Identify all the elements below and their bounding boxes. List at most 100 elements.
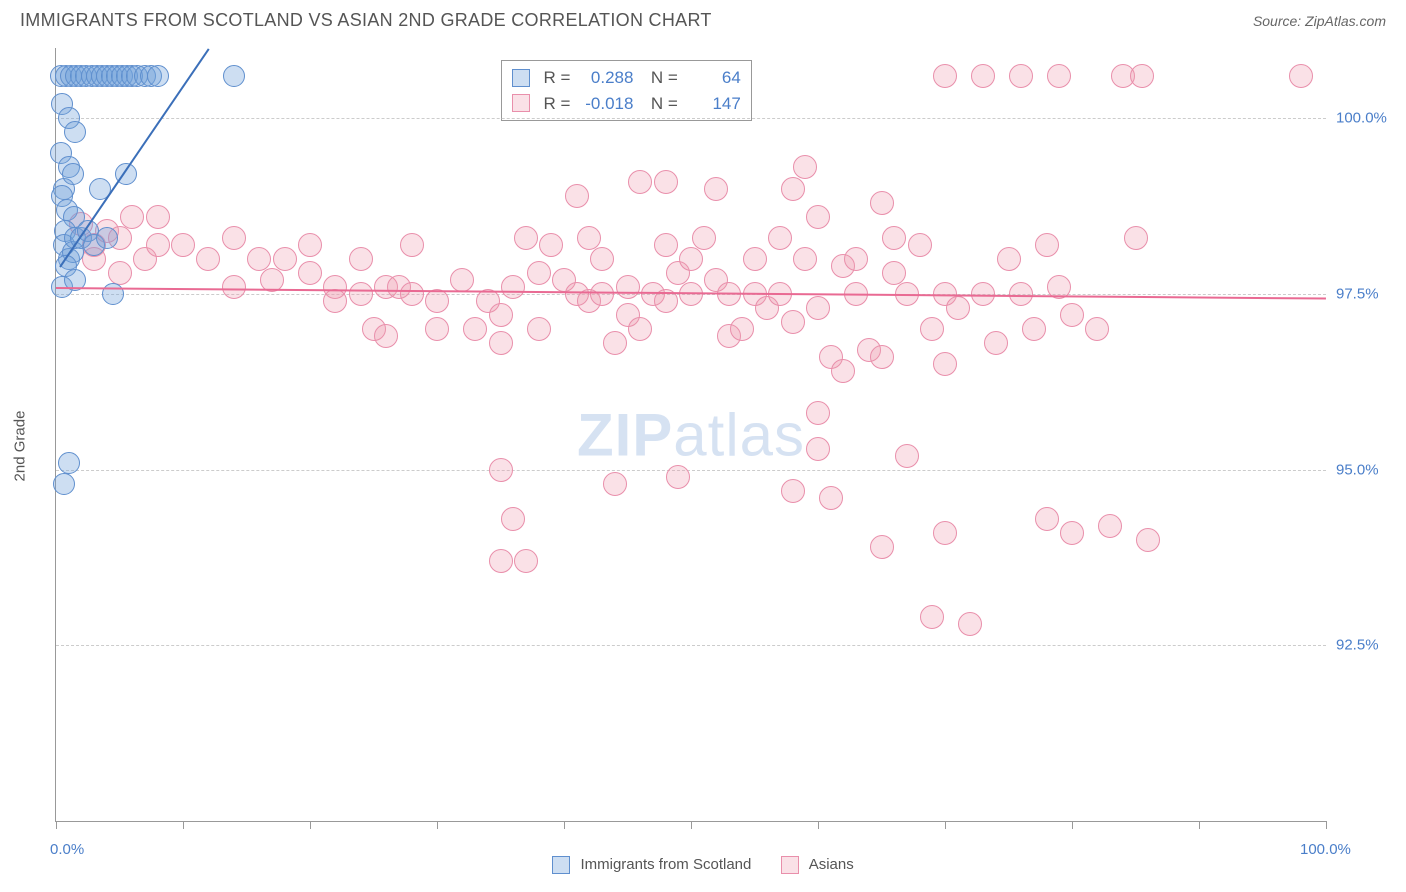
scatter-point-s2 (870, 345, 894, 369)
legend-n-value-s2: 147 (686, 91, 741, 117)
x-tick (1199, 821, 1200, 829)
scatter-point-s2 (793, 155, 817, 179)
scatter-point-s2 (247, 247, 271, 271)
scatter-point-s2 (489, 458, 513, 482)
y-axis-label: 2nd Grade (12, 411, 29, 482)
scatter-point-s2 (222, 275, 246, 299)
source-label: Source: ZipAtlas.com (1253, 13, 1386, 29)
scatter-point-s2 (463, 317, 487, 341)
scatter-point-s2 (273, 247, 297, 271)
legend-label-s1: Immigrants from Scotland (580, 856, 751, 873)
scatter-point-s2 (349, 282, 373, 306)
scatter-point-s2 (222, 226, 246, 250)
scatter-point-s2 (1060, 303, 1084, 327)
scatter-point-s2 (920, 605, 944, 629)
watermark: ZIPatlas (577, 400, 805, 469)
scatter-point-s2 (946, 296, 970, 320)
gridline (56, 645, 1326, 646)
scatter-point-s2 (819, 486, 843, 510)
legend-row-s1: R = 0.288 N = 64 (512, 65, 741, 91)
scatter-point-s2 (806, 296, 830, 320)
scatter-point-s2 (603, 472, 627, 496)
scatter-point-s2 (1035, 507, 1059, 531)
chart-title: IMMIGRANTS FROM SCOTLAND VS ASIAN 2ND GR… (20, 10, 712, 31)
scatter-point-s2 (793, 247, 817, 271)
swatch-s2 (512, 94, 530, 112)
scatter-point-s2 (120, 205, 144, 229)
legend-r-label: R = (544, 65, 571, 91)
scatter-point-s2 (971, 64, 995, 88)
scatter-point-s2 (616, 275, 640, 299)
scatter-point-s2 (171, 233, 195, 257)
legend-label-s2: Asians (809, 856, 854, 873)
scatter-point-s1 (147, 65, 169, 87)
scatter-point-s2 (1136, 528, 1160, 552)
scatter-point-s2 (743, 247, 767, 271)
gridline (56, 118, 1326, 119)
legend-stats-box: R = 0.288 N = 64 R = -0.018 N = 147 (501, 60, 752, 121)
scatter-point-s2 (196, 247, 220, 271)
legend-n-label: N = (641, 65, 677, 91)
swatch-s2 (781, 856, 799, 874)
scatter-point-s2 (704, 177, 728, 201)
scatter-point-s2 (781, 479, 805, 503)
x-tick (183, 821, 184, 829)
scatter-point-s2 (590, 282, 614, 306)
scatter-point-s2 (628, 170, 652, 194)
x-tick (310, 821, 311, 829)
scatter-point-s2 (666, 465, 690, 489)
scatter-point-s2 (1060, 521, 1084, 545)
scatter-point-s2 (933, 64, 957, 88)
scatter-point-s2 (425, 317, 449, 341)
scatter-point-s2 (514, 226, 538, 250)
scatter-point-s2 (781, 177, 805, 201)
scatter-point-s2 (806, 437, 830, 461)
legend-item-s1: Immigrants from Scotland (552, 856, 751, 874)
scatter-point-s2 (908, 233, 932, 257)
x-tick (691, 821, 692, 829)
scatter-point-s2 (539, 233, 563, 257)
scatter-point-s2 (108, 261, 132, 285)
legend-n-label: N = (641, 91, 677, 117)
scatter-point-s2 (920, 317, 944, 341)
scatter-point-s2 (603, 331, 627, 355)
scatter-point-s2 (933, 521, 957, 545)
scatter-point-s2 (501, 507, 525, 531)
scatter-point-s2 (489, 549, 513, 573)
y-tick-label: 92.5% (1336, 637, 1396, 654)
scatter-point-s1 (223, 65, 245, 87)
legend-item-s2: Asians (781, 856, 853, 874)
scatter-point-s2 (400, 233, 424, 257)
legend-row-s2: R = -0.018 N = 147 (512, 91, 741, 117)
scatter-point-s2 (400, 282, 424, 306)
scatter-point-s2 (806, 205, 830, 229)
scatter-point-s2 (527, 317, 551, 341)
y-tick-label: 95.0% (1336, 461, 1396, 478)
scatter-point-s1 (58, 452, 80, 474)
scatter-point-s2 (997, 247, 1021, 271)
scatter-point-s2 (374, 324, 398, 348)
scatter-point-s2 (349, 247, 373, 271)
scatter-point-s2 (450, 268, 474, 292)
swatch-s1 (512, 69, 530, 87)
scatter-point-s2 (565, 184, 589, 208)
bottom-legend: Immigrants from Scotland Asians (0, 856, 1406, 874)
scatter-point-s2 (146, 233, 170, 257)
scatter-point-s2 (768, 226, 792, 250)
scatter-point-s2 (1289, 64, 1313, 88)
x-tick (437, 821, 438, 829)
scatter-point-s2 (489, 331, 513, 355)
scatter-point-s2 (425, 289, 449, 313)
scatter-point-s2 (781, 310, 805, 334)
x-tick (56, 821, 57, 829)
scatter-point-s2 (882, 261, 906, 285)
scatter-point-s2 (958, 612, 982, 636)
legend-r-value-s2: -0.018 (578, 91, 633, 117)
scatter-point-s2 (577, 226, 601, 250)
legend-r-value-s1: 0.288 (578, 65, 633, 91)
scatter-point-s2 (895, 444, 919, 468)
scatter-point-s2 (692, 226, 716, 250)
scatter-point-s2 (882, 226, 906, 250)
scatter-point-s2 (984, 331, 1008, 355)
scatter-point-s2 (806, 401, 830, 425)
